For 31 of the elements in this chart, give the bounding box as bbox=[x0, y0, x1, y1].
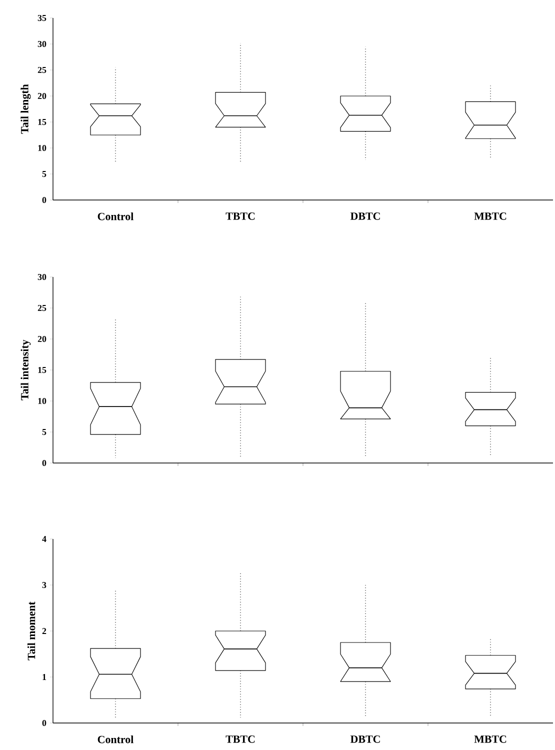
x-tick-label: TBTC bbox=[226, 735, 255, 743]
y-tick-label: 0 bbox=[42, 460, 46, 466]
y-tick-label: 0 bbox=[42, 720, 46, 726]
y-tick-label: 1 bbox=[42, 674, 46, 680]
x-tick-label: TBTC bbox=[226, 212, 255, 220]
y-tick-label: 20 bbox=[38, 336, 46, 342]
y-tick-label: 10 bbox=[38, 398, 46, 404]
x-tick-label: Control bbox=[98, 735, 134, 744]
y-tick-label: 15 bbox=[38, 118, 46, 126]
y-tick-label: 20 bbox=[38, 92, 46, 100]
y-tick-label: 35 bbox=[38, 14, 46, 22]
y-axis-title: Tail length bbox=[20, 84, 31, 134]
y-tick-label: 25 bbox=[38, 66, 46, 74]
y-tick-label: 0 bbox=[42, 196, 46, 204]
y-tick-label: 15 bbox=[38, 366, 46, 374]
y-tick-label: 25 bbox=[38, 304, 46, 312]
y-tick-label: 30 bbox=[38, 274, 46, 280]
x-tick-label: DBTC bbox=[350, 735, 380, 743]
y-tick-label: 4 bbox=[42, 536, 46, 542]
y-tick-label: 2 bbox=[42, 628, 46, 634]
x-tick-label: MBTC bbox=[474, 735, 506, 743]
x-tick-label: DBTC bbox=[350, 212, 380, 220]
y-tick-label: 10 bbox=[38, 144, 46, 152]
y-axis-title: Tail intensity bbox=[20, 340, 31, 400]
y-tick-label: 30 bbox=[38, 40, 46, 48]
x-tick-label: MBTC bbox=[474, 212, 506, 220]
y-tick-label: 5 bbox=[42, 429, 46, 435]
y-tick-label: 5 bbox=[42, 171, 46, 177]
x-tick-label: Control bbox=[98, 212, 134, 220]
y-axis-title: Tail moment bbox=[27, 602, 36, 660]
y-tick-label: 3 bbox=[42, 582, 46, 588]
